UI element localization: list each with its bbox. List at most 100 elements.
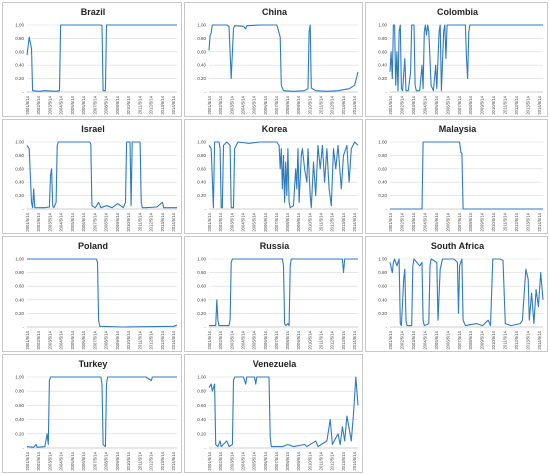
x-tick-label: 2006/5/14 bbox=[263, 451, 268, 470]
x-tick-label: 2003/5/14 bbox=[47, 212, 52, 231]
y-tick-label: - bbox=[205, 207, 207, 212]
y-tick-label: - bbox=[386, 90, 388, 95]
chart-panel-south-africa: South Africa - 0.20 0.40 0.60 0.80 1.00 2001/5/… bbox=[365, 236, 548, 352]
chart-panel-malaysia: Malaysia - 0.20 0.40 0.60 0.80 1.00 2001/5/14 20… bbox=[365, 119, 548, 234]
y-tick-label: 1.00 bbox=[197, 375, 206, 380]
x-tick-label: 2010/5/14 bbox=[126, 212, 131, 231]
y-tick-label: 0.80 bbox=[197, 270, 206, 275]
x-tick-label: 2004/5/14 bbox=[240, 95, 245, 114]
x-tick-label: 2006/5/14 bbox=[445, 330, 450, 349]
y-tick-label: 0.60 bbox=[378, 49, 387, 54]
y-tick-label: 0.20 bbox=[197, 431, 206, 436]
y-tick-label: 1.00 bbox=[15, 375, 24, 380]
x-tick-label: 2003/5/14 bbox=[411, 95, 416, 114]
x-tick-label: 2012/5/14 bbox=[149, 330, 154, 349]
x-tick-label: 2008/5/14 bbox=[285, 330, 290, 349]
x-tick-label: 2012/5/14 bbox=[514, 330, 519, 349]
x-tick-label: 2012/5/14 bbox=[149, 451, 154, 470]
y-tick-label: 0.20 bbox=[197, 76, 206, 81]
x-tick-label: 2005/5/14 bbox=[70, 212, 75, 231]
x-tick-label: 2001/5/14 bbox=[25, 451, 30, 470]
chart-title: Brazil bbox=[81, 7, 106, 17]
x-tick-label: 2013/5/14 bbox=[160, 451, 165, 470]
series-line bbox=[27, 258, 178, 328]
x-tick-label: 2014/5/14 bbox=[171, 95, 176, 114]
x-tick-label: 2009/5/14 bbox=[296, 212, 301, 231]
line-chart: South Africa - 0.20 0.40 0.60 0.80 1.00 2001/5/… bbox=[378, 241, 544, 350]
y-tick-label: 0.60 bbox=[378, 284, 387, 289]
x-tick-label: 2001/5/14 bbox=[388, 95, 393, 114]
chart-panel-israel: Israel - 0.20 0.40 0.60 0.80 1.00 2001/5/14 2002… bbox=[2, 119, 182, 234]
x-tick-label: 2011/5/14 bbox=[319, 95, 324, 114]
x-tick-label: 2008/5/14 bbox=[104, 451, 109, 470]
x-tick-label: 2006/5/14 bbox=[263, 95, 268, 114]
y-tick-label: - bbox=[386, 207, 388, 212]
x-tick-label: 2008/5/14 bbox=[104, 330, 109, 349]
y-tick-label: 0.20 bbox=[378, 76, 387, 81]
y-tick-label: - bbox=[205, 325, 207, 330]
x-tick-label: 2001/5/14 bbox=[207, 212, 212, 231]
x-tick-label: 2013/5/14 bbox=[526, 212, 531, 231]
line-chart: Korea - 0.20 0.40 0.60 0.80 1.00 2001/5/14 2002/… bbox=[197, 124, 359, 232]
x-tick-label: 2003/5/14 bbox=[229, 330, 234, 349]
x-tick-label: 2014/5/14 bbox=[352, 95, 357, 114]
series-line bbox=[26, 376, 177, 448]
x-tick-label: 2012/5/14 bbox=[514, 212, 519, 231]
line-chart: Russia - 0.20 0.40 0.60 0.80 1.00 2001/5/14 2002… bbox=[197, 241, 358, 350]
x-tick-label: 2011/5/14 bbox=[319, 451, 324, 470]
y-tick-label: 0.60 bbox=[197, 166, 206, 171]
y-tick-label: 0.80 bbox=[378, 270, 387, 275]
x-tick-label: 2012/5/14 bbox=[330, 451, 335, 470]
x-tick-label: 2004/5/14 bbox=[59, 451, 64, 470]
y-tick-label: 0.20 bbox=[378, 311, 387, 316]
y-tick-label: 0.60 bbox=[197, 284, 206, 289]
y-tick-label: 0.20 bbox=[15, 431, 24, 436]
x-tick-label: 2013/5/14 bbox=[341, 451, 346, 470]
x-tick-label: 2001/5/14 bbox=[207, 451, 212, 470]
x-tick-label: 2007/5/14 bbox=[274, 95, 279, 114]
x-tick-label: 2008/5/14 bbox=[285, 451, 290, 470]
x-tick-label: 2014/5/14 bbox=[171, 212, 176, 231]
x-tick-label: 2009/5/14 bbox=[296, 330, 301, 349]
x-tick-label: 2006/5/14 bbox=[445, 95, 450, 114]
x-tick-label: 2013/5/14 bbox=[526, 330, 531, 349]
x-tick-label: 2011/5/14 bbox=[137, 451, 142, 470]
x-tick-label: 2005/5/14 bbox=[70, 451, 75, 470]
y-tick-label: 0.40 bbox=[15, 180, 24, 185]
chart-panel-russia: Russia - 0.20 0.40 0.60 0.80 1.00 2001/5/14 2002… bbox=[184, 236, 363, 352]
x-tick-label: 2002/5/14 bbox=[36, 212, 41, 231]
x-tick-label: 2001/5/14 bbox=[25, 95, 30, 114]
x-tick-label: 2014/5/14 bbox=[171, 451, 176, 470]
x-tick-label: 2004/5/14 bbox=[240, 212, 245, 231]
x-tick-label: 2011/5/14 bbox=[319, 212, 324, 231]
chart-title: Turkey bbox=[79, 359, 108, 369]
y-tick-label: - bbox=[23, 325, 25, 330]
x-tick-label: 2010/5/14 bbox=[491, 330, 496, 349]
series-line bbox=[389, 24, 543, 92]
x-tick-label: 2005/5/14 bbox=[434, 95, 439, 114]
x-tick-label: 2014/5/14 bbox=[537, 95, 542, 114]
x-tick-label: 2008/5/14 bbox=[104, 212, 109, 231]
y-tick-label: 0.60 bbox=[15, 403, 24, 408]
x-tick-label: 2001/5/14 bbox=[25, 330, 30, 349]
line-chart: Venezuela - 0.20 0.40 0.60 0.80 1.00 2001/5/14 2… bbox=[197, 359, 359, 471]
x-tick-label: 2011/5/14 bbox=[503, 212, 508, 231]
y-tick-label: 0.80 bbox=[15, 36, 24, 41]
x-tick-label: 2013/5/14 bbox=[160, 330, 165, 349]
x-tick-label: 2012/5/14 bbox=[149, 95, 154, 114]
x-tick-label: 2003/5/14 bbox=[229, 212, 234, 231]
x-tick-label: 2003/5/14 bbox=[411, 212, 416, 231]
y-tick-label: 1.00 bbox=[15, 23, 24, 28]
x-tick-label: 2004/5/14 bbox=[422, 95, 427, 114]
series-line bbox=[208, 24, 359, 92]
x-tick-label: 2005/5/14 bbox=[252, 451, 257, 470]
x-tick-label: 2006/5/14 bbox=[263, 330, 268, 349]
y-tick-label: 0.40 bbox=[197, 297, 206, 302]
x-tick-label: 2010/5/14 bbox=[126, 95, 131, 114]
x-tick-label: 2010/5/14 bbox=[491, 212, 496, 231]
y-tick-label: 0.60 bbox=[15, 49, 24, 54]
y-tick-label: 0.60 bbox=[378, 166, 387, 171]
chart-title: Malaysia bbox=[439, 124, 478, 134]
x-tick-label: 2007/5/14 bbox=[274, 212, 279, 231]
x-tick-label: 2003/5/14 bbox=[229, 95, 234, 114]
